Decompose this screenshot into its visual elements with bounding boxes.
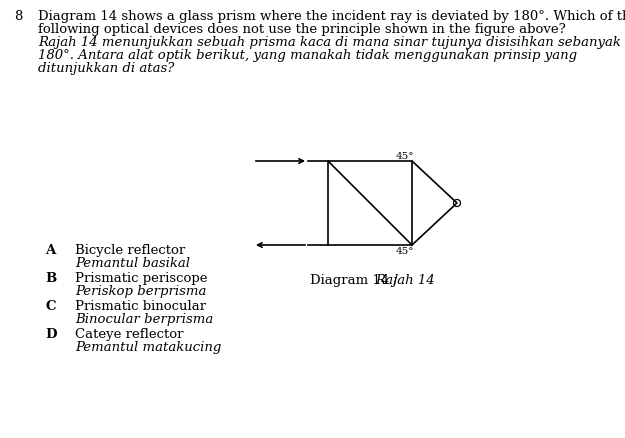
Text: 8: 8 [14, 10, 22, 23]
Text: Rajah 14: Rajah 14 [375, 273, 434, 286]
Text: C: C [45, 299, 56, 312]
Text: A: A [45, 244, 55, 256]
Text: D: D [45, 327, 56, 340]
Text: Diagram 14 shows a glass prism where the incident ray is deviated by 180°. Which: Diagram 14 shows a glass prism where the… [38, 10, 625, 23]
Text: Prismatic binocular: Prismatic binocular [75, 299, 206, 312]
Text: Binocular berprisma: Binocular berprisma [75, 312, 213, 325]
Text: Periskop berprisma: Periskop berprisma [75, 284, 206, 297]
Text: Rajah 14 menunjukkan sebuah prisma kaca di mana sinar tujunya disisihkan sebanya: Rajah 14 menunjukkan sebuah prisma kaca … [38, 36, 621, 49]
Text: Pemantul matakucing: Pemantul matakucing [75, 340, 221, 353]
Text: Diagram 14 /: Diagram 14 / [310, 273, 402, 286]
Text: 45°: 45° [396, 247, 414, 255]
Text: Prismatic periscope: Prismatic periscope [75, 272, 208, 284]
Text: Bicycle reflector: Bicycle reflector [75, 244, 185, 256]
Text: following optical devices does not use the principle shown in the figure above?: following optical devices does not use t… [38, 23, 566, 36]
Text: ditunjukkan di atas?: ditunjukkan di atas? [38, 62, 174, 75]
Text: Pemantul basikal: Pemantul basikal [75, 256, 190, 269]
Text: Cateye reflector: Cateye reflector [75, 327, 184, 340]
Text: 45°: 45° [396, 152, 414, 161]
Text: B: B [45, 272, 56, 284]
Text: 180°. Antara alat optik berikut, yang manakah tidak menggunakan prinsip yang: 180°. Antara alat optik berikut, yang ma… [38, 49, 577, 62]
